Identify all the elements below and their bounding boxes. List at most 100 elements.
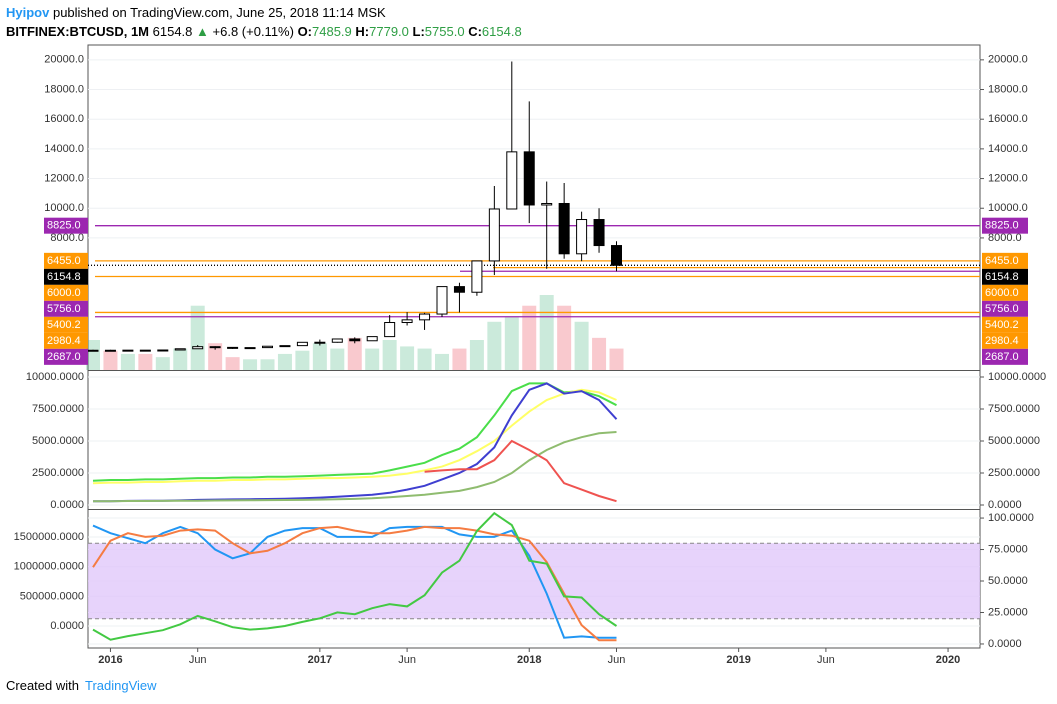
volume-bar xyxy=(539,295,554,370)
y-tick-label: 5000.0000 xyxy=(988,435,1040,447)
candle-body xyxy=(244,347,256,350)
y-tick-label: 8000.0 xyxy=(50,232,84,244)
level-label-bg xyxy=(982,316,1028,333)
y-tick-label: 2500.0000 xyxy=(32,467,84,479)
candle-body xyxy=(296,341,308,347)
volume-bar xyxy=(592,337,607,370)
author[interactable]: Hyipov xyxy=(6,5,50,20)
volume-bar xyxy=(417,348,432,370)
y-tick-label: 18000.0 xyxy=(988,83,1028,95)
x-tick-label: Jun xyxy=(189,654,207,666)
volume-bar xyxy=(103,350,118,370)
x-tick-label: Jun xyxy=(817,654,835,666)
published: published on TradingView.com, June 25, 2… xyxy=(52,5,386,20)
y-tick-label: 7500.0000 xyxy=(988,403,1040,415)
candle-body xyxy=(436,286,448,315)
volume-bar xyxy=(504,316,519,370)
candle-body xyxy=(453,286,465,293)
candle-body xyxy=(576,219,588,255)
candle-body xyxy=(122,349,134,352)
level-label: 5400.2 xyxy=(47,319,81,331)
volume-bar xyxy=(487,321,502,370)
y-tick-label: 16000.0 xyxy=(988,113,1028,125)
line xyxy=(424,439,617,503)
level-label-bg xyxy=(982,332,1028,349)
y-tick-label: 18000.0 xyxy=(44,83,84,95)
candle-body xyxy=(488,208,500,262)
price: 6154.8 xyxy=(152,24,193,39)
level-label: 6455.0 xyxy=(985,255,1019,267)
level-label: 2980.4 xyxy=(985,335,1019,347)
candle-body xyxy=(174,348,186,351)
x-tick-label: 2016 xyxy=(98,654,122,666)
level-label: 5756.0 xyxy=(985,303,1019,315)
volume-bar xyxy=(522,305,537,370)
volume-bar xyxy=(86,340,100,370)
volume-bar xyxy=(120,353,135,370)
level-label-bg xyxy=(44,348,88,365)
ohlc-key: O: xyxy=(297,24,313,39)
volume-bar xyxy=(469,340,484,370)
y-tick-label: 10000.0000 xyxy=(988,371,1046,383)
level-label-bg xyxy=(44,284,88,301)
volume-bar xyxy=(382,340,397,370)
level-label: 6154.8 xyxy=(985,271,1019,283)
candle-body xyxy=(157,349,169,352)
candle-body xyxy=(541,202,553,206)
line xyxy=(92,525,617,642)
arrow: ▲ xyxy=(196,24,209,39)
level-label-bg xyxy=(44,316,88,333)
volume-bar xyxy=(365,348,380,370)
ohlc-key: L: xyxy=(412,24,425,39)
y-tick-label: 12000.0 xyxy=(988,172,1028,184)
level-label: 5400.2 xyxy=(985,319,1019,331)
header: Hyipov published on TradingView.com, Jun… xyxy=(6,3,522,41)
level-label-bg xyxy=(44,332,88,349)
candle-body xyxy=(262,345,273,349)
volume-bar xyxy=(347,337,362,370)
brand[interactable]: TradingView xyxy=(84,678,157,693)
y-tick-label: 25.0000 xyxy=(988,606,1028,618)
level-label: 2687.0 xyxy=(47,351,81,363)
candle-body xyxy=(419,313,431,321)
y-tick-label: 12000.0 xyxy=(44,172,84,184)
volume-bar xyxy=(173,348,188,370)
volume-bar xyxy=(557,305,572,370)
level-label-bg xyxy=(982,252,1028,269)
candle-body xyxy=(104,349,116,352)
level-label-bg xyxy=(44,252,88,269)
y-tick-label: 100.0000 xyxy=(988,512,1034,524)
volume-bar xyxy=(609,348,624,370)
volume-bar xyxy=(190,305,205,370)
y-tick-label: 0.0000 xyxy=(988,638,1022,650)
footer: Created with TradingView xyxy=(6,678,157,693)
footer-text: Created with xyxy=(6,678,79,693)
candle-body xyxy=(471,260,483,293)
level-label: 6000.0 xyxy=(47,287,81,299)
x-tick-label: 2018 xyxy=(517,654,541,666)
volume-bar xyxy=(225,357,240,370)
volume-bar xyxy=(400,346,415,370)
line xyxy=(93,382,618,503)
candle-body xyxy=(558,202,570,255)
volume-bar xyxy=(208,343,223,370)
candle-body xyxy=(192,346,204,350)
volume-bar xyxy=(295,350,310,370)
x-tick-label: Jun xyxy=(398,654,416,666)
volume-bar xyxy=(260,359,275,370)
ohlc-value: 7485.9 xyxy=(312,24,352,39)
ohlc: O:7485.9 H:7779.0 L:5755.0 C:6154.8 xyxy=(298,24,522,39)
ohlc-value: 5755.0 xyxy=(424,24,465,39)
y-tick-label: 50.0000 xyxy=(988,575,1028,587)
ohlc-value: 7779.0 xyxy=(369,24,409,39)
level-label-bg xyxy=(44,217,88,234)
line xyxy=(92,388,617,485)
y-tick-label: 14000.0 xyxy=(988,143,1028,155)
y-tick-label: 16000.0 xyxy=(44,113,84,125)
x-tick-label: 2019 xyxy=(726,654,750,666)
y-tick-label: 10000.0000 xyxy=(26,371,84,383)
y-tick-label: 10000.0 xyxy=(988,202,1028,214)
ohlc-value: 6154.8 xyxy=(481,24,522,39)
level-label: 6455.0 xyxy=(47,255,81,267)
